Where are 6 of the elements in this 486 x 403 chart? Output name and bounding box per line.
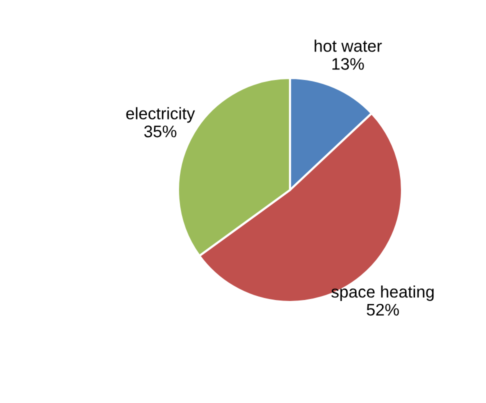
data-label: 52% (366, 304, 399, 316)
data-label: 13% (332, 58, 364, 70)
slice-label: electricity (126, 107, 195, 123)
slice-label: hot water (314, 40, 382, 52)
data-label: 35% (144, 126, 176, 138)
slice-label: space heating (331, 285, 434, 301)
